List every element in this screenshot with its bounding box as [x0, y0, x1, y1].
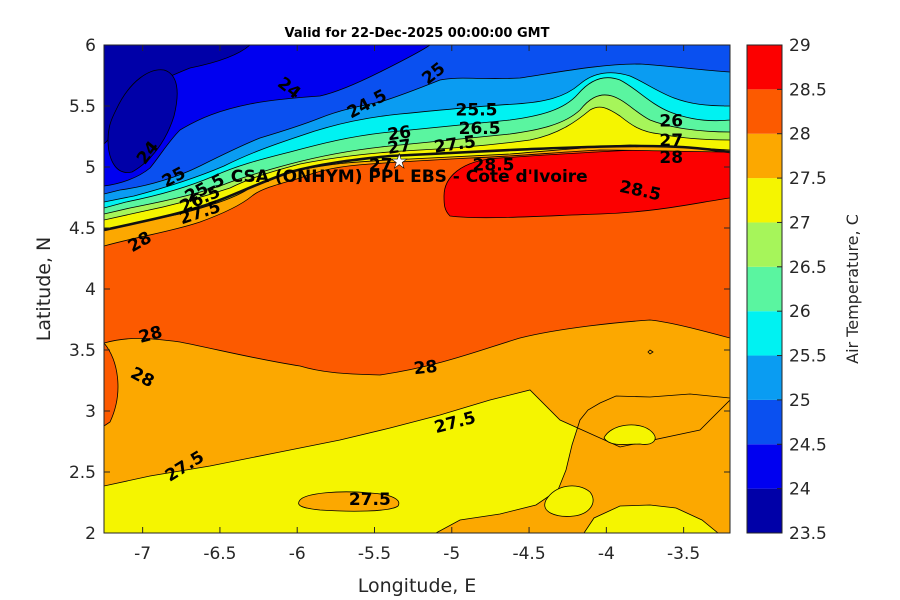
colorbar-tick-label: 26 — [789, 302, 811, 322]
contour-label: 28.5 — [473, 156, 515, 176]
coastline — [104, 144, 730, 232]
y-tick-label: 2.5 — [69, 463, 96, 483]
colorbar-tick-label: 25.5 — [789, 347, 827, 367]
x-tick-label: -6 — [289, 544, 306, 564]
station-label: CSA (ONHYM) PPL EBS - Cote d'Ivoire — [231, 167, 588, 187]
x-tick-label: -3.5 — [667, 544, 700, 564]
y-tick-label: 4 — [85, 280, 96, 300]
colorbar-swatch — [747, 89, 782, 134]
x-tick-label: -6.5 — [203, 544, 236, 564]
band-23-5-b — [107, 69, 178, 173]
contour-label: 27 — [369, 156, 393, 176]
plot-title: Valid for 22-Dec-2025 00:00:00 GMT — [285, 26, 550, 41]
x-tick-label: -5 — [443, 544, 460, 564]
colorbar-swatch — [747, 178, 782, 223]
colorbar-tick-label: 24.5 — [789, 435, 827, 455]
contour-label: 26 — [386, 122, 412, 145]
x-tick-label: -7 — [134, 544, 151, 564]
colorbar-tick-label: 27 — [789, 213, 811, 233]
colorbar-swatch — [747, 311, 782, 356]
colorbar-tick-label: 24 — [789, 480, 811, 500]
contour-label: 26 — [659, 112, 683, 132]
colorbar-tick-label: 25 — [789, 391, 811, 411]
colorbar-swatch — [747, 222, 782, 267]
plot-area — [104, 45, 730, 533]
band-27-hole-b — [544, 485, 594, 517]
y-axis-title: Latitude, N — [33, 237, 55, 342]
y-tick-label: 4.5 — [69, 219, 96, 239]
contour-label: 27 — [659, 131, 683, 151]
station-marker-group: ★ CSA (ONHYM) PPL EBS - Cote d'Ivoire — [231, 149, 588, 187]
colorbar-swatch — [747, 488, 782, 533]
colorbar-swatch — [747, 133, 782, 179]
band-27-5-island — [298, 491, 400, 512]
contour-label: 26.5 — [459, 119, 501, 139]
x-tick-label: -4 — [598, 544, 615, 564]
x-tick-label: -4.5 — [512, 544, 545, 564]
y-tick-label: 2 — [85, 524, 96, 544]
contour-label: 27 — [386, 136, 412, 159]
colorbar-swatch — [747, 266, 782, 312]
x-tick-label: -5.5 — [358, 544, 391, 564]
band-24 — [104, 45, 431, 187]
colorbar-tick-label: 27.5 — [789, 169, 827, 189]
y-tick-label: 5 — [85, 158, 96, 178]
y-axis: 2 2.5 3 3.5 4 4.5 5 5.5 6 — [69, 36, 730, 544]
y-tick-label: 3.5 — [69, 341, 96, 361]
contour-speck — [647, 349, 654, 355]
colorbar-frame — [746, 44, 783, 534]
y-tick-label: 6 — [85, 36, 96, 56]
colorbar: 23.5 24 24.5 25 25.5 26 26.5 27 27.5 28 28.5 29 — [746, 36, 827, 544]
colorbar-swatch — [747, 45, 782, 90]
colorbar-swatch — [747, 399, 782, 445]
colorbar-title: Air Temperature, C — [843, 214, 862, 364]
station-star-icon: ★ — [390, 149, 408, 173]
colorbar-tick-label: 29 — [789, 36, 811, 56]
contour-label: 28 — [659, 148, 683, 168]
x-axis-title: Longitude, E — [358, 575, 477, 597]
colorbar-tick-label: 23.5 — [789, 524, 827, 544]
colorbar-swatch — [747, 444, 782, 489]
x-axis: -7 -6.5 -6 -5.5 -5 -4.5 -4 -3.5 — [134, 45, 700, 564]
contour-label: 27.5 — [349, 490, 391, 510]
colorbar-tick-label: 28 — [789, 125, 811, 145]
colorbar-swatch — [747, 355, 782, 400]
band-27-hole-a — [603, 424, 656, 445]
colorbar-tick-label: 26.5 — [789, 258, 827, 278]
contour-label: 25.5 — [456, 101, 498, 121]
colorbar-tick-label: 28.5 — [789, 80, 827, 100]
contour-label: 28 — [413, 357, 439, 379]
y-tick-label: 3 — [85, 402, 96, 422]
band-28-5 — [443, 147, 730, 219]
y-tick-label: 5.5 — [69, 97, 96, 117]
